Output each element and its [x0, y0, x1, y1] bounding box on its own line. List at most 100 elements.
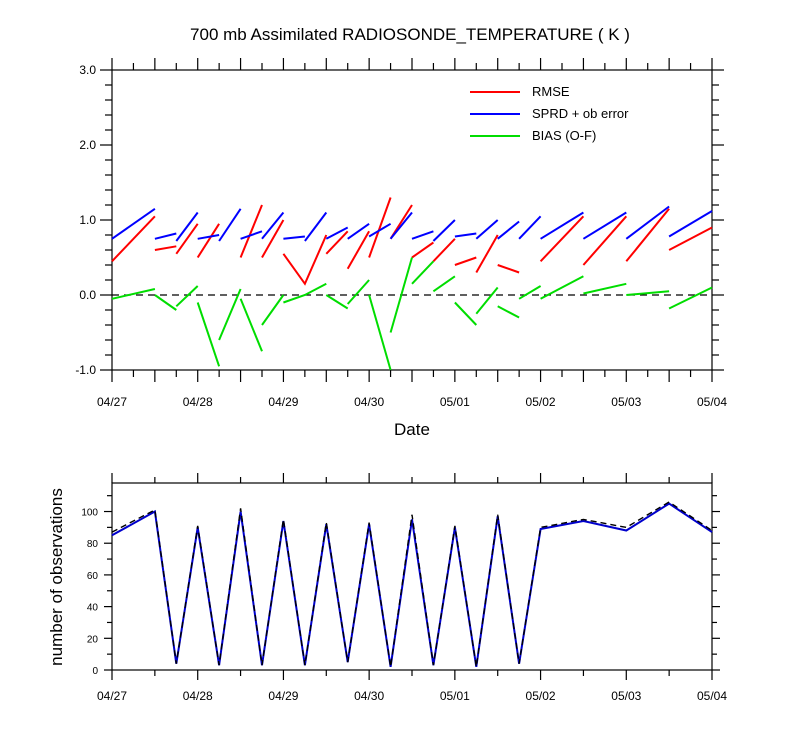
series-sprd-ob-error — [111, 205, 713, 242]
series-segment — [239, 298, 263, 352]
bottom-series — [111, 501, 713, 667]
series-segment — [668, 210, 713, 238]
legend-label: SPRD + ob error — [532, 106, 629, 121]
series-segment — [411, 260, 435, 285]
series-segment — [625, 205, 670, 240]
series-segment — [283, 282, 327, 304]
top-y-tick-label: 2.0 — [79, 138, 96, 152]
series-segment — [347, 222, 370, 240]
series-segment — [475, 219, 499, 240]
bottom-y-tick-labels: 0 20 40 60 80 100 — [81, 508, 98, 677]
series-segment — [261, 294, 285, 326]
top-panel: 700 mb Assimilated RADIOSONDE_TEMPERATUR… — [75, 25, 727, 439]
series-segment — [111, 207, 156, 240]
top-x-tick-label: 05/04 — [697, 395, 727, 409]
series-segment — [497, 305, 520, 319]
series-segment — [626, 290, 670, 296]
series-segment — [111, 215, 156, 262]
series-segment — [432, 238, 456, 262]
bottom-x-tick-label: 05/02 — [526, 689, 556, 703]
bottom-x-tick-label: 04/27 — [97, 689, 127, 703]
bottom-y-tick-label: 100 — [81, 508, 98, 519]
series-segment — [154, 294, 177, 311]
series-segment — [239, 204, 263, 258]
series-segment — [154, 245, 177, 251]
series-segment — [475, 234, 499, 273]
series-segment — [497, 264, 520, 274]
series-segment — [218, 288, 242, 341]
y-axis-title-observations: number of observations — [47, 488, 66, 666]
series-segment — [325, 230, 349, 255]
series-segment — [261, 211, 285, 240]
series-segment — [282, 234, 328, 286]
top-y-tick-label: -1.0 — [75, 363, 96, 377]
series-segment — [196, 302, 221, 367]
series-segment — [111, 288, 156, 300]
legend-label: BIAS (O-F) — [532, 128, 596, 143]
bottom-y-tick-label: 0 — [92, 666, 98, 677]
series-segment — [454, 256, 477, 266]
series-segment — [154, 232, 177, 240]
series-segment — [389, 257, 413, 333]
top-y-tick-label: 1.0 — [79, 213, 96, 227]
series-segment — [540, 275, 584, 300]
top-x-tick-label: 05/01 — [440, 395, 470, 409]
series-segment — [411, 230, 434, 240]
series-segment — [518, 215, 542, 240]
bottom-y-tick-label: 80 — [87, 539, 99, 550]
bottom-x-tick-label: 05/04 — [697, 689, 727, 703]
series-segment — [668, 286, 713, 310]
series-segment — [583, 282, 627, 295]
top-x-tick-label: 04/30 — [354, 395, 384, 409]
top-x-tick-label: 05/02 — [526, 395, 556, 409]
legend-label: RMSE — [532, 84, 570, 99]
legend: RMSE SPRD + ob error BIAS (O-F) — [470, 84, 629, 143]
series-segment — [668, 226, 713, 251]
bottom-x-tick-label: 04/30 — [354, 689, 384, 703]
bottom-y-tick-label: 40 — [87, 603, 99, 614]
bottom-x-tick-label: 04/29 — [268, 689, 298, 703]
series-segment — [582, 215, 628, 266]
series-segment — [454, 301, 478, 326]
series-segment — [539, 215, 585, 262]
series-segment — [432, 219, 456, 242]
series-segment — [175, 223, 199, 255]
top-y-tick-label: 3.0 — [79, 63, 96, 77]
x-axis-title: Date — [394, 420, 430, 439]
series-segment — [389, 211, 413, 240]
top-x-tick-label: 04/28 — [183, 395, 213, 409]
bottom-panel: 0 20 40 60 80 100 04/27 04/28 04/29 04/30 05/01 05… — [47, 473, 727, 703]
series-segment — [497, 220, 520, 240]
series-segment — [625, 208, 670, 262]
series-observations-dashed — [111, 501, 713, 667]
series-segment — [368, 222, 392, 238]
bottom-x-tick-label: 04/28 — [183, 689, 213, 703]
series-segment — [432, 275, 456, 293]
top-x-tick-label: 05/03 — [611, 395, 641, 409]
series-segment — [454, 232, 477, 238]
series-segment — [304, 211, 328, 242]
bottom-y-tick-label: 20 — [87, 634, 99, 645]
series-segment — [196, 223, 220, 259]
series-segment — [218, 208, 242, 242]
series-observations-solid — [111, 502, 713, 667]
series-segment — [197, 234, 220, 240]
top-y-tick-label: 0.0 — [79, 288, 96, 302]
bottom-x-tick-label: 05/01 — [440, 689, 470, 703]
chart-title: 700 mb Assimilated RADIOSONDE_TEMPERATUR… — [190, 25, 630, 44]
series-segment — [261, 219, 285, 258]
series-segment — [325, 226, 349, 240]
series-segment — [240, 230, 263, 240]
bottom-y-tick-label: 60 — [87, 571, 99, 582]
top-ticks — [100, 58, 724, 382]
top-x-tick-labels: 04/27 04/28 04/29 04/30 05/01 05/02 05/03 05/04 — [97, 395, 727, 409]
series-segment — [582, 211, 627, 240]
top-series — [111, 197, 713, 371]
series-rmse — [111, 197, 713, 286]
series-segment — [368, 294, 392, 371]
series-segment — [346, 230, 370, 270]
series-segment — [283, 235, 306, 240]
series-segment — [518, 285, 542, 300]
series-segment — [411, 241, 434, 259]
